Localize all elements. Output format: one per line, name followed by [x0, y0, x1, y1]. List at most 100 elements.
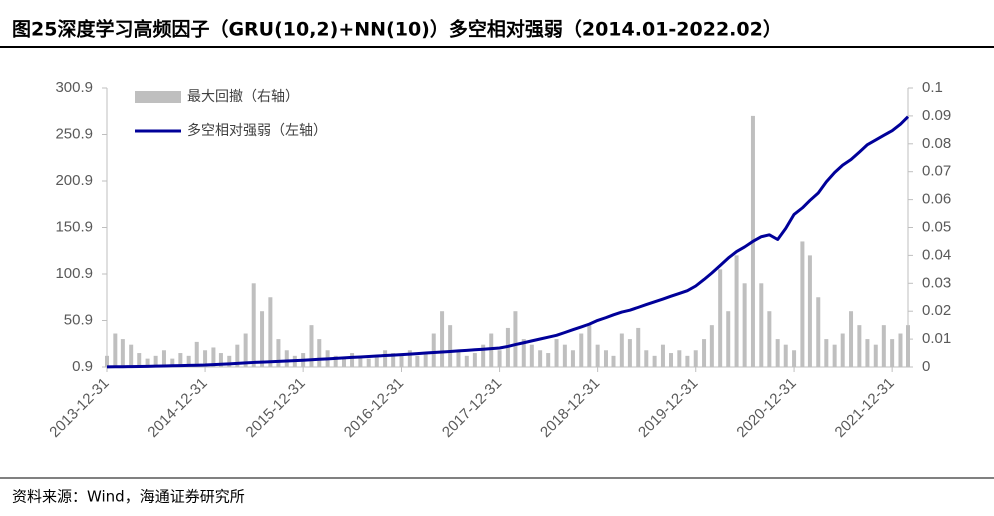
drawdown-bar: [513, 311, 518, 367]
x-tick-label: 2018-12-31: [537, 375, 603, 441]
y2-tick-label: 0.07: [922, 163, 951, 180]
strength-line: [106, 115, 910, 369]
drawdown-bar: [211, 347, 216, 367]
drawdown-bar: [906, 325, 910, 367]
drawdown-bar: [391, 353, 396, 367]
drawdown-bar: [603, 350, 608, 367]
legend-swatch: [135, 91, 181, 103]
drawdown-bar: [374, 355, 379, 367]
drawdown-bar: [800, 241, 805, 367]
drawdown-bar: [685, 355, 690, 367]
drawdown-bar: [726, 311, 731, 367]
drawdown-bar: [105, 355, 109, 367]
drawdown-bar: [137, 353, 142, 367]
drawdown-bar: [587, 325, 592, 367]
drawdown-bar: [407, 350, 412, 367]
drawdown-bar: [807, 255, 812, 367]
drawdown-bar: [890, 339, 895, 367]
drawdown-bar: [415, 355, 420, 367]
y-tick-label: 300.9: [55, 79, 93, 96]
drawdown-bar: [431, 333, 436, 367]
y2-tick-label: 0.05: [922, 218, 951, 235]
chart-title: 图25深度学习高频因子（GRU(10,2)+NN(10)）多空相对强弱（2014…: [12, 18, 782, 41]
drawdown-bar: [660, 344, 665, 367]
drawdown-bar: [865, 339, 870, 367]
drawdown-bar: [153, 355, 158, 367]
drawdown-bar: [898, 333, 903, 367]
drawdown-bar: [709, 325, 714, 367]
drawdown-bar: [489, 333, 494, 367]
drawdown-bar: [440, 311, 445, 367]
drawdown-bar: [358, 355, 363, 367]
drawdown-bar: [276, 339, 281, 367]
drawdown-bar: [350, 353, 355, 367]
drawdown-bar: [120, 339, 125, 367]
drawdown-bar: [178, 353, 183, 367]
drawdown-bar: [702, 339, 707, 367]
drawdown-bar: [251, 283, 256, 367]
x-tick-label: 2017-12-31: [439, 375, 505, 441]
drawdown-bar: [186, 355, 191, 367]
drawdown-bar: [792, 350, 797, 367]
drawdown-bar: [677, 350, 682, 367]
drawdown-bar: [669, 353, 674, 367]
x-tick-label: 2015-12-31: [243, 375, 309, 441]
drawdown-bar: [317, 339, 322, 367]
drawdown-bar: [824, 339, 829, 367]
drawdown-bar: [170, 358, 175, 367]
drawdown-bar: [816, 297, 821, 367]
drawdown-bar: [456, 350, 461, 367]
drawdown-bar: [194, 341, 199, 367]
legend-label: 最大回撤（右轴）: [187, 89, 299, 105]
drawdown-bar: [742, 283, 747, 367]
drawdown-bar: [366, 358, 371, 367]
drawdown-bar: [521, 339, 526, 367]
drawdown-bar: [775, 339, 780, 367]
drawdown-bar: [129, 344, 134, 367]
drawdown-bar: [218, 353, 223, 367]
drawdown-bar: [554, 339, 559, 367]
x-tick-label: 2021-12-31: [832, 375, 898, 441]
drawdown-bar: [235, 344, 240, 367]
drawdown-bar: [333, 355, 338, 367]
y2-tick-label: 0.02: [922, 302, 951, 319]
drawdown-bar: [783, 344, 788, 367]
y2-tick-label: 0.06: [922, 191, 951, 208]
drawdown-bar: [562, 344, 567, 367]
drawdown-bar: [840, 333, 845, 367]
drawdown-bar: [383, 350, 388, 367]
drawdown-bar: [693, 350, 698, 367]
x-tick-label: 2016-12-31: [341, 375, 407, 441]
drawdown-bar: [767, 311, 772, 367]
y-tick-label: 50.9: [64, 311, 93, 328]
drawdown-bar: [570, 350, 575, 367]
source: 资料来源：Wind，海通证券研究所: [12, 488, 245, 506]
drawdown-bar: [472, 353, 477, 367]
drawdown-bar: [718, 269, 723, 367]
drawdown-bar: [464, 355, 469, 367]
drawdown-bar: [341, 358, 346, 367]
drawdown-bar: [309, 325, 314, 367]
drawdown-bar: [268, 297, 273, 367]
drawdown-bar: [448, 325, 453, 367]
y-tick-label: 150.9: [55, 218, 93, 235]
drawdown-bar: [579, 333, 584, 367]
drawdown-bar: [644, 350, 649, 367]
y2-tick-label: 0.1: [922, 79, 943, 96]
x-tick-label: 2013-12-31: [46, 375, 112, 441]
drawdown-bar: [243, 333, 248, 367]
drawdown-bar: [759, 283, 764, 367]
drawdown-bar: [113, 333, 118, 367]
drawdown-bar: [538, 350, 543, 367]
drawdown-bar: [145, 358, 150, 367]
drawdown-bar: [881, 325, 886, 367]
y-tick-label: 200.9: [55, 172, 93, 189]
drawdown-bar: [203, 350, 208, 367]
drawdown-bar: [595, 344, 600, 367]
drawdown-bar: [161, 350, 166, 367]
drawdown-bar: [652, 355, 657, 367]
drawdown-bar: [627, 339, 632, 367]
drawdown-bar: [873, 344, 878, 367]
y-tick-label: 100.9: [55, 265, 93, 282]
